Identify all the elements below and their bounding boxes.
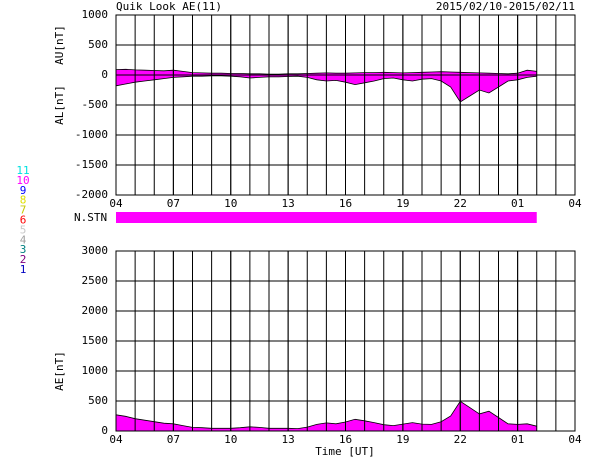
x-tick-label: 16 [339, 197, 352, 210]
x-tick-label: 13 [282, 197, 295, 210]
x-tick-label: 13 [282, 433, 295, 446]
y-tick-label: 1000 [82, 364, 109, 377]
station-legend-label: 1 [20, 263, 27, 276]
y-tick-label: 3000 [82, 244, 109, 257]
x-tick-label: 10 [224, 197, 237, 210]
x-tick-label: 01 [511, 197, 524, 210]
x-tick-label: 22 [454, 197, 467, 210]
y-tick-label: 2000 [82, 304, 109, 317]
x-tick-label: 01 [511, 433, 524, 446]
y-tick-label: 1000 [82, 8, 109, 21]
station-legend-label: 11 [16, 164, 29, 177]
y-tick-label: 0 [101, 424, 108, 437]
x-tick-label: 10 [224, 433, 237, 446]
station-legend-label: 2 [20, 253, 27, 266]
y-tick-label: 1500 [82, 334, 109, 347]
y-tick-label: 0 [101, 68, 108, 81]
x-tick-label: 07 [167, 433, 180, 446]
station-legend-label: 7 [20, 204, 27, 217]
station-legend-label: 10 [16, 174, 29, 187]
y-tick-label: -1500 [75, 158, 108, 171]
station-legend-label: 4 [20, 233, 27, 246]
x-tick-label: 07 [167, 197, 180, 210]
y-tick-label: 2500 [82, 274, 109, 287]
x-tick-label: 04 [109, 197, 123, 210]
station-legend-label: 5 [20, 223, 27, 236]
x-tick-label: 19 [396, 433, 409, 446]
chart-title: Quik Look AE(11) [116, 0, 222, 13]
y-tick-label: 500 [88, 38, 108, 51]
x-axis-label: Time [UT] [315, 445, 375, 458]
y-axis-label: AU[nT] [53, 25, 66, 65]
y-tick-label: -2000 [75, 188, 108, 201]
x-tick-label: 16 [339, 433, 352, 446]
plot-frame [115, 250, 576, 432]
x-tick-label: 04 [568, 433, 582, 446]
station-label: N.STN [74, 211, 107, 224]
y-tick-label: -1000 [75, 128, 108, 141]
x-tick-label: 19 [396, 197, 409, 210]
x-tick-label: 22 [454, 433, 467, 446]
y-tick-label: -500 [82, 98, 109, 111]
x-tick-label: 04 [109, 433, 123, 446]
y-axis-label: AE[nT] [53, 351, 66, 391]
date-range: 2015/02/10-2015/02/11 [436, 0, 575, 13]
plot-frame [115, 14, 576, 196]
x-tick-label: 04 [568, 197, 582, 210]
station-legend-label: 3 [20, 243, 27, 256]
y-tick-label: 500 [88, 394, 108, 407]
station-bar [116, 212, 537, 223]
station-legend-label: 8 [20, 194, 27, 207]
station-legend-label: 6 [20, 214, 27, 227]
y-axis-label: AL[nT] [53, 85, 66, 125]
station-legend-label: 9 [20, 184, 27, 197]
